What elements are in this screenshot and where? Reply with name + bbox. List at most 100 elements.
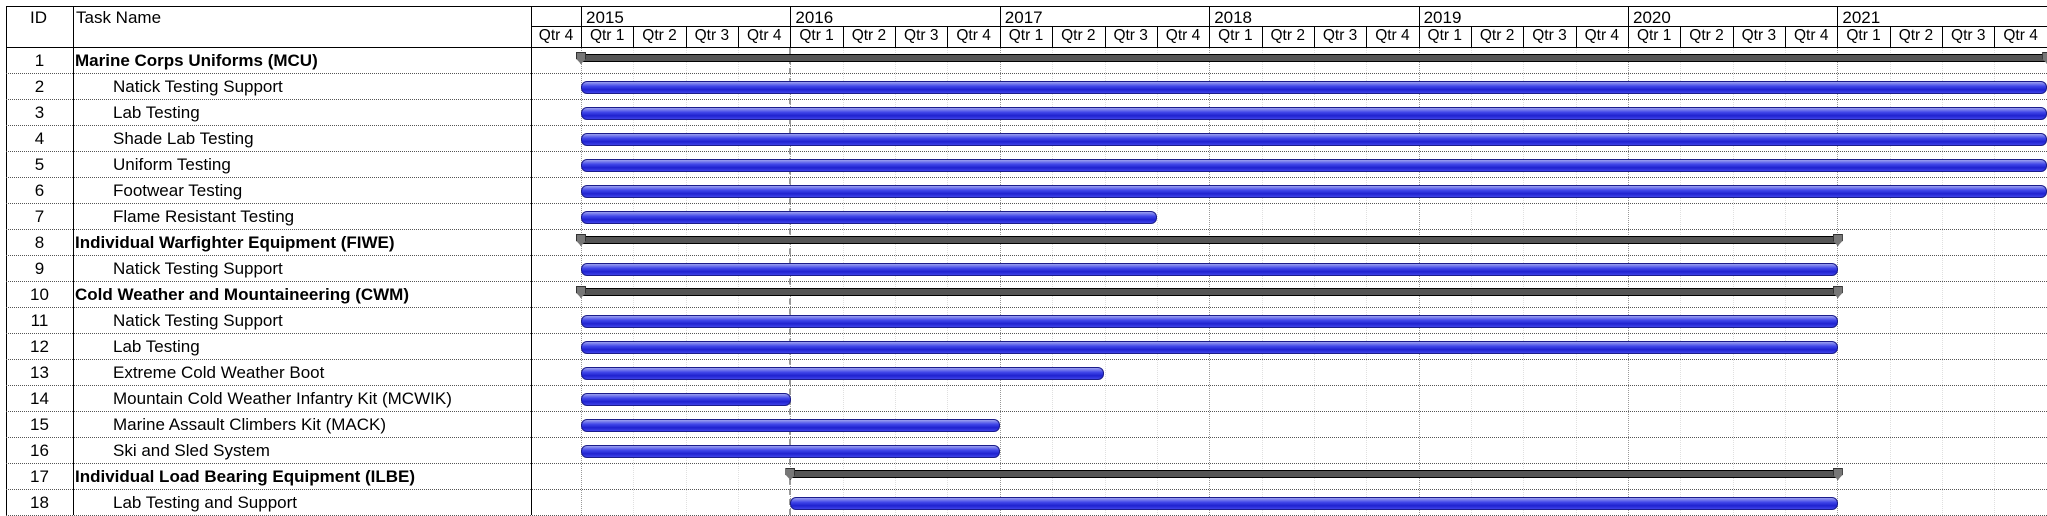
task-row[interactable]: 2 Natick Testing Support <box>6 74 2047 100</box>
task-id: 7 <box>34 207 45 226</box>
task-name[interactable]: Cold Weather and Mountaineering (CWM) <box>75 285 410 304</box>
summary-bar[interactable] <box>790 470 1838 478</box>
task-row[interactable]: 1 Marine Corps Uniforms (MCU) <box>6 48 2047 74</box>
task-row[interactable]: 8 Individual Warfighter Equipment (FIWE) <box>6 230 2047 256</box>
task-row[interactable]: 9 Natick Testing Support <box>6 256 2047 282</box>
task-row[interactable]: 16 Ski and Sled System <box>6 438 2047 464</box>
quarter-divider <box>1732 26 1734 48</box>
task-name[interactable]: Extreme Cold Weather Boot <box>113 363 325 382</box>
task-name[interactable]: Shade Lab Testing <box>113 129 254 148</box>
quarter-divider <box>842 26 844 48</box>
quarter-divider <box>1785 26 1787 48</box>
task-bar[interactable] <box>581 107 2047 120</box>
task-bar[interactable] <box>581 81 2047 94</box>
year-label: 2019 <box>1423 8 1462 27</box>
row-divider <box>6 411 2047 412</box>
quarter-divider <box>1261 26 1263 48</box>
task-bar[interactable] <box>581 263 1838 276</box>
row-divider <box>6 463 2047 464</box>
quarter-label: Qtr 3 <box>694 27 730 44</box>
task-bar[interactable] <box>581 445 1001 458</box>
task-row[interactable]: 3 Lab Testing <box>6 100 2047 126</box>
task-bar[interactable] <box>581 367 1105 380</box>
summary-bar[interactable] <box>581 288 1838 296</box>
summary-bar-start-cap <box>576 234 586 246</box>
quarter-label: Qtr 4 <box>1165 27 1201 44</box>
task-bar[interactable] <box>581 315 1838 328</box>
id-column-header[interactable]: ID <box>30 8 47 27</box>
quarter-label: Qtr 3 <box>1532 27 1567 44</box>
task-name[interactable]: Marine Assault Climbers Kit (MACK) <box>113 415 387 434</box>
task-name[interactable]: Uniform Testing <box>113 155 231 174</box>
task-row[interactable]: 14 Mountain Cold Weather Infantry Kit (MC… <box>6 386 2047 412</box>
quarter-label: Qtr 1 <box>1008 27 1044 44</box>
task-row[interactable]: 5 Uniform Testing <box>6 152 2047 178</box>
task-bar[interactable] <box>581 341 1838 354</box>
row-divider <box>6 125 2047 126</box>
quarter-label: Qtr 3 <box>1322 27 1358 44</box>
task-name[interactable]: Marine Corps Uniforms (MCU) <box>75 51 318 70</box>
task-name[interactable]: Ski and Sled System <box>113 441 270 460</box>
summary-bar-end-cap <box>1832 234 1843 246</box>
quarter-label: Qtr 4 <box>1793 27 1829 44</box>
quarter-divider <box>1523 26 1525 48</box>
quarter-divider <box>1366 26 1368 48</box>
task-name[interactable]: Lab Testing <box>113 337 200 356</box>
task-name[interactable]: Flame Resistant Testing <box>113 207 295 226</box>
task-bar[interactable] <box>581 419 1001 432</box>
task-bar[interactable] <box>581 133 2047 146</box>
task-bar[interactable] <box>790 497 1838 510</box>
task-bar[interactable] <box>581 393 791 406</box>
task-name-column-header[interactable]: Task Name <box>76 8 162 27</box>
row-divider <box>6 99 2047 100</box>
quarter-label: Qtr 4 <box>1584 27 1620 44</box>
row-divider <box>6 489 2047 490</box>
task-row[interactable]: 7 Flame Resistant Testing <box>6 204 2047 230</box>
task-bar[interactable] <box>581 211 1157 224</box>
task-row[interactable]: 17 Individual Load Bearing Equipment (ILB… <box>6 464 2047 490</box>
task-name[interactable]: Natick Testing Support <box>113 311 283 330</box>
task-name[interactable]: Individual Warfighter Equipment (FIWE) <box>75 233 395 252</box>
gantt-frame <box>6 6 2047 515</box>
task-name[interactable]: Natick Testing Support <box>113 77 283 96</box>
quarter-label: Qtr 2 <box>642 27 677 44</box>
row-divider <box>6 229 2047 230</box>
task-id: 6 <box>34 181 45 200</box>
quarter-divider <box>1942 26 1944 48</box>
quarter-divider <box>1470 26 1472 48</box>
task-name[interactable]: Footwear Testing <box>113 181 243 200</box>
row-divider <box>6 385 2047 386</box>
task-name[interactable]: Individual Load Bearing Equipment (ILBE) <box>75 467 416 486</box>
year-label: 2017 <box>1004 8 1043 27</box>
year-divider <box>1209 6 1211 48</box>
task-row[interactable]: 11 Natick Testing Support <box>6 308 2047 334</box>
task-name[interactable]: Lab Testing <box>113 103 200 122</box>
task-row[interactable]: 6 Footwear Testing <box>6 178 2047 204</box>
quarter-divider <box>947 26 949 48</box>
summary-bar[interactable] <box>581 236 1838 244</box>
row-divider <box>6 255 2047 256</box>
summary-bar[interactable] <box>581 54 2047 62</box>
task-row[interactable]: 4 Shade Lab Testing <box>6 126 2047 152</box>
year-divider <box>1837 6 1839 48</box>
task-name[interactable]: Mountain Cold Weather Infantry Kit (MCWI… <box>113 389 452 408</box>
task-bar[interactable] <box>581 159 2047 172</box>
quarter-label: Qtr 4 <box>956 27 991 44</box>
quarter-divider <box>1889 26 1891 48</box>
task-row[interactable]: 12 Lab Testing <box>6 334 2047 360</box>
task-id: 9 <box>34 259 45 278</box>
task-name[interactable]: Natick Testing Support <box>113 259 283 278</box>
row-divider <box>6 307 2047 308</box>
task-row[interactable]: 13 Extreme Cold Weather Boot <box>6 360 2047 386</box>
task-bar[interactable] <box>581 185 2047 198</box>
task-id: 1 <box>34 51 45 70</box>
task-id: 13 <box>30 363 49 382</box>
year-divider <box>1628 6 1629 48</box>
task-name[interactable]: Lab Testing and Support <box>113 493 297 512</box>
task-id: 5 <box>34 155 45 174</box>
task-id: 3 <box>34 103 45 122</box>
year-label: 2020 <box>1633 8 1671 27</box>
task-row[interactable]: 10 Cold Weather and Mountaineering (CWM) <box>6 282 2047 308</box>
task-row[interactable]: 15 Marine Assault Climbers Kit (MACK) <box>6 412 2047 438</box>
